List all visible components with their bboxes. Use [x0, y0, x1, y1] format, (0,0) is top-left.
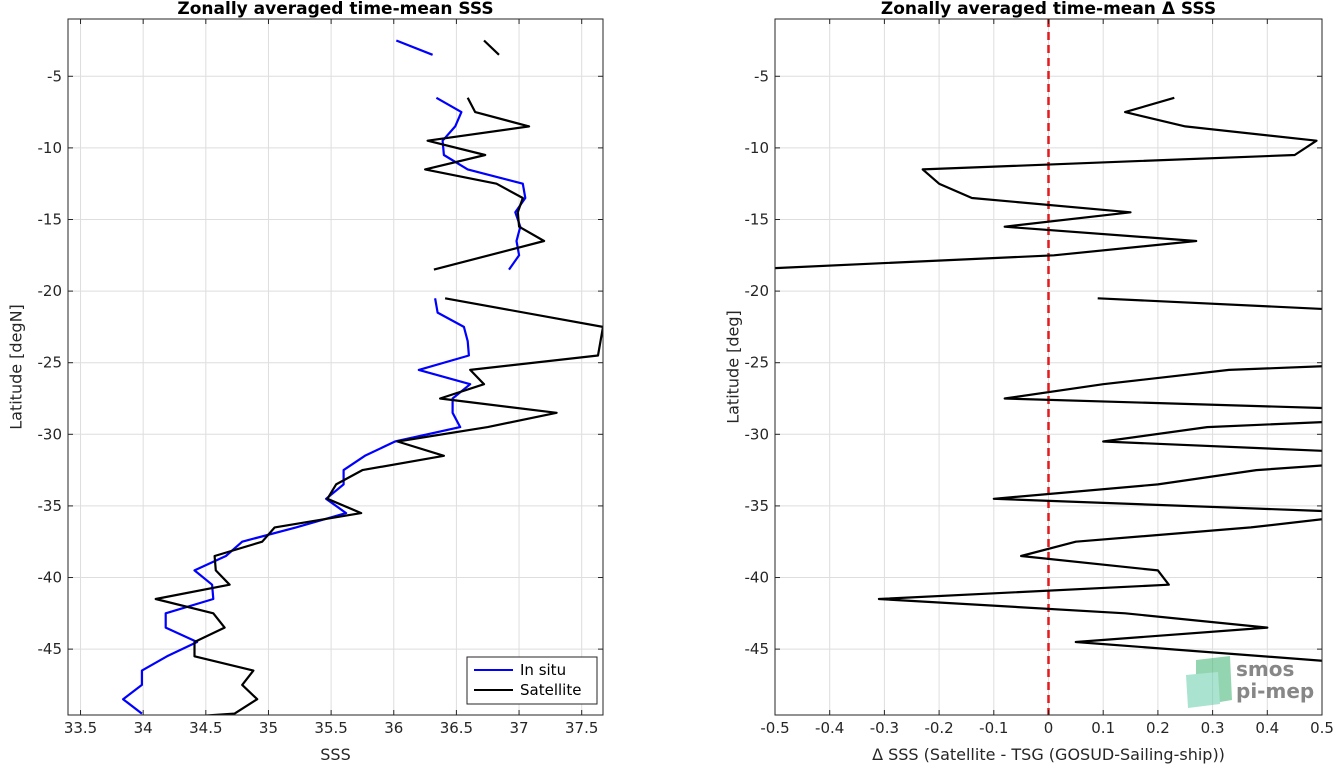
- x-tick-label: 37: [510, 719, 529, 737]
- y-tick-label: -20: [745, 282, 770, 300]
- legend-box: [466, 656, 598, 705]
- x-tick-label: 37.5: [565, 719, 598, 737]
- x-tick-label: -0.1: [979, 719, 1008, 737]
- series-line-in-situ: [121, 298, 472, 715]
- series-line-in-situ: [395, 39, 434, 56]
- y-axis-label: Latitude [degN]: [7, 304, 26, 430]
- x-tick-label: -0.5: [760, 719, 789, 737]
- x-tick-label: 34.5: [189, 719, 222, 737]
- series-line-satellite: [154, 297, 603, 715]
- delta-sss-panel: -0.5 -0.4 -0.3 -0.2 -0.1 0 0.1 0.2 0.3 0.4 0.5 -5 -1…: [724, 0, 1333, 764]
- logo-text-pi-mep: pi-mep: [1236, 679, 1314, 703]
- series-line-delta-sss: [992, 464, 1322, 513]
- legend: In situ Satellite: [466, 656, 598, 705]
- y-tick-label: -5: [47, 67, 62, 85]
- y-tick-label: -15: [745, 210, 770, 228]
- series-line-delta-sss: [1102, 421, 1322, 452]
- y-tick-label: -45: [38, 640, 63, 658]
- legend-label-in-situ: In situ: [520, 661, 566, 679]
- x-tick-label: 0.2: [1146, 719, 1170, 737]
- y-tick-label: -10: [745, 139, 770, 157]
- series-line-delta-sss: [775, 96, 1318, 270]
- series-line-satellite: [424, 97, 546, 271]
- y-tick-label: -45: [745, 640, 770, 658]
- y-tick-label: -30: [745, 425, 770, 443]
- smos-pi-mep-logo: smos pi-mep: [1186, 656, 1314, 708]
- x-tick-label: 33.5: [64, 719, 97, 737]
- y-tick-label: -10: [38, 139, 63, 157]
- y-tick-label: -35: [38, 497, 63, 515]
- series-line-satellite: [483, 39, 500, 56]
- series-line-delta-sss: [1003, 365, 1322, 410]
- series-line-in-situ: [435, 96, 527, 271]
- y-tick-label: -35: [745, 497, 770, 515]
- x-tick-label: -0.3: [870, 719, 899, 737]
- y-axis-label: Latitude [deg]: [724, 310, 743, 424]
- x-axis-label: SSS: [320, 745, 350, 764]
- y-tick-label: -30: [38, 425, 63, 443]
- y-tick-label: -25: [38, 354, 63, 372]
- x-tick-label: -0.2: [924, 719, 953, 737]
- sss-panel: 33.5 34 34.5 35 35.5 36 36.5 37 37.5 -5 -10 -15 -20 -…: [7, 0, 604, 764]
- chart-title: Zonally averaged time-mean Δ SSS: [881, 0, 1216, 19]
- x-tick-label: 0.5: [1310, 719, 1333, 737]
- y-tick-label: -40: [745, 569, 770, 587]
- y-tick-label: -5: [754, 67, 769, 85]
- x-tick-label: 36.5: [440, 719, 473, 737]
- series-line-delta-sss: [1097, 297, 1322, 311]
- x-tick-label: 36: [384, 719, 403, 737]
- x-tick-label: -0.4: [815, 719, 844, 737]
- x-axis-label: Δ SSS (Satellite - TSG (GOSUD-Sailing-sh…: [872, 745, 1225, 764]
- x-tick-label: 0.3: [1201, 719, 1225, 737]
- y-tick-label: -40: [38, 569, 63, 587]
- legend-label-satellite: Satellite: [520, 681, 581, 699]
- axes-frame: [67, 18, 604, 716]
- x-tick-label: 0.4: [1255, 719, 1279, 737]
- y-tick-label: -20: [38, 282, 63, 300]
- y-tick-label: -25: [745, 354, 770, 372]
- logo-text-smos: smos: [1236, 657, 1294, 681]
- x-tick-label: 34: [134, 719, 153, 737]
- series-line-delta-sss: [877, 518, 1322, 662]
- x-tick-label: 0: [1044, 719, 1054, 737]
- x-tick-label: 0.1: [1091, 719, 1115, 737]
- x-tick-label: 35: [259, 719, 278, 737]
- logo-wave-icon: [1186, 672, 1220, 708]
- y-tick-label: -15: [38, 210, 63, 228]
- x-tick-label: 35.5: [314, 719, 347, 737]
- chart-title: Zonally averaged time-mean SSS: [177, 0, 493, 19]
